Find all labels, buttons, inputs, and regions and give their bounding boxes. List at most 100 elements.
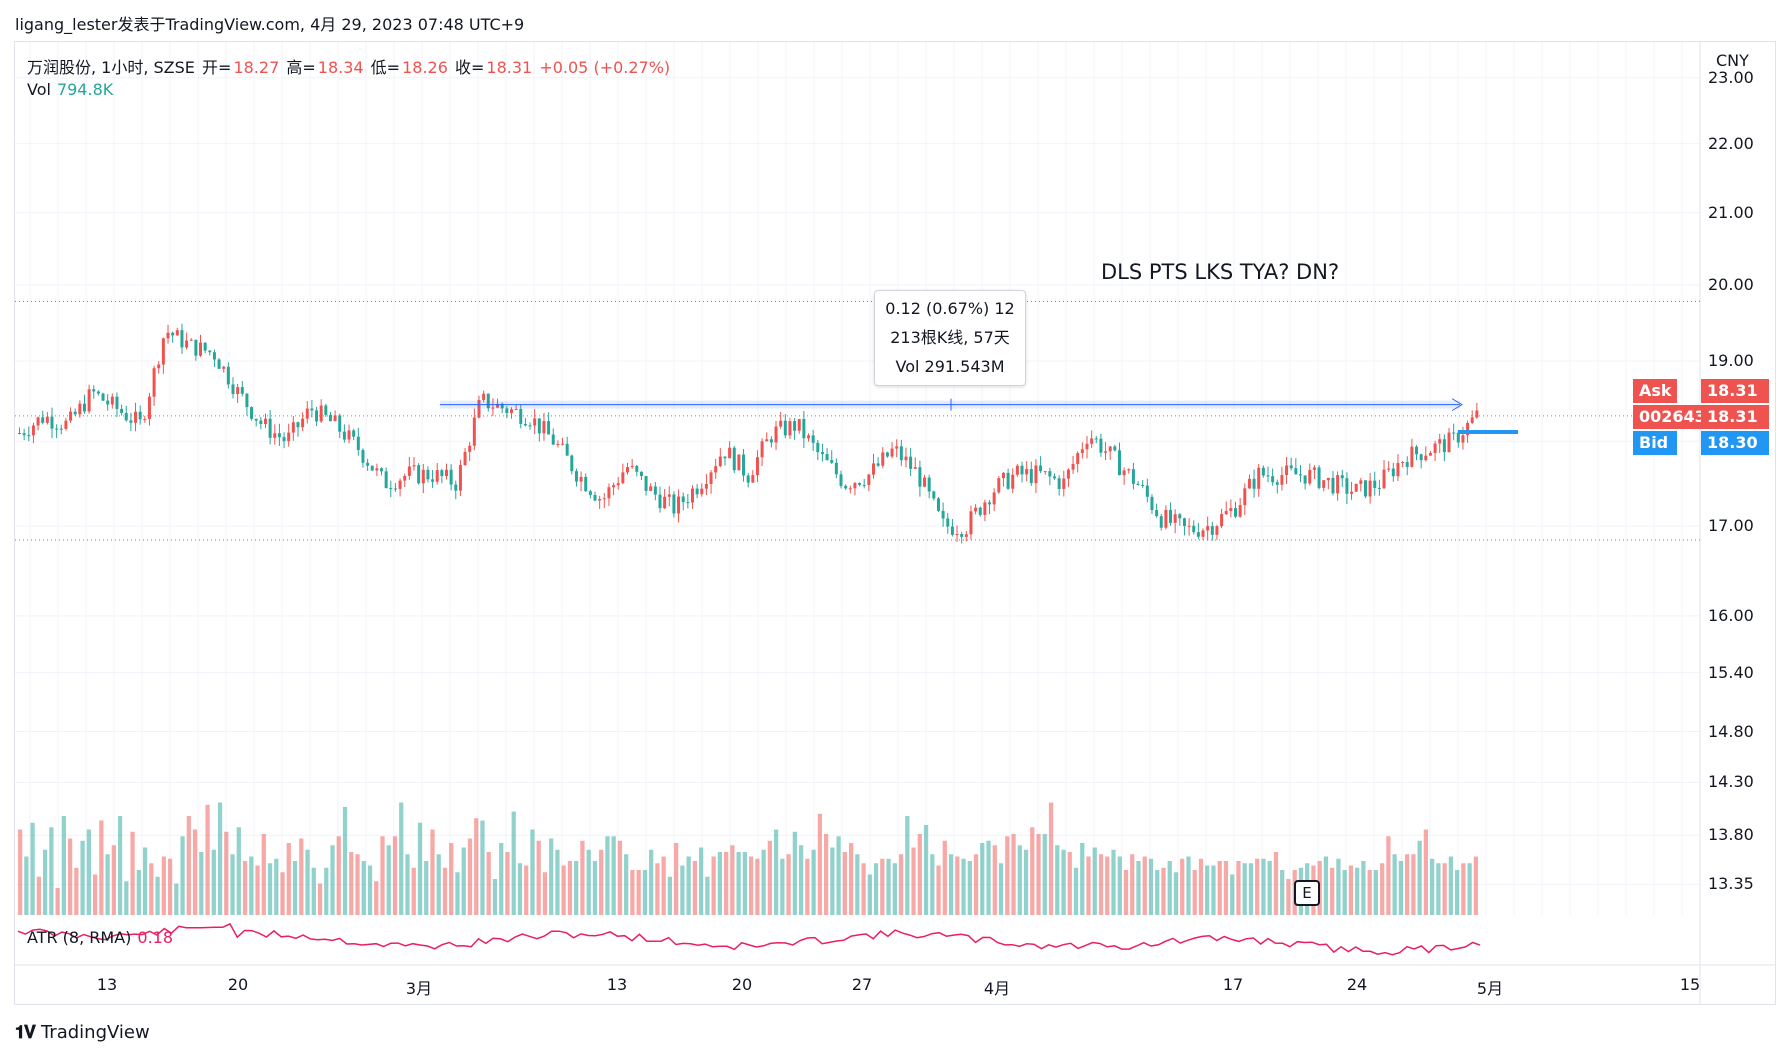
time-tick-label: 15 [1679,975,1701,994]
volume-bar [1355,867,1360,915]
volume-bar [649,849,654,915]
candle-body [407,466,411,476]
price-tick-label: 13.35 [1708,874,1754,894]
volume-label[interactable]: Vol [27,80,51,99]
candle-body [1025,469,1029,475]
candle-body [681,496,685,503]
volume-bar [1036,834,1041,915]
volume-bar [480,820,485,915]
candle-body [59,428,63,430]
candle-body [871,463,875,475]
volume-bar [1042,834,1047,915]
volume-bar [942,840,947,915]
candle-body [1136,483,1140,486]
candle-body [1452,432,1456,434]
candle-body [129,420,133,423]
candle-body [212,352,216,360]
candle-body [848,488,852,490]
candle-body [1182,518,1186,527]
candle-body [797,419,801,431]
volume-bar [536,840,541,915]
volume-bar [973,854,979,915]
volume-bar [680,865,685,915]
volume-bar [142,847,148,915]
volume-bar [717,852,723,915]
volume-bar [330,845,335,915]
candle-body [96,391,100,394]
candle-body [421,469,425,484]
volume-bar [592,861,598,915]
volume-bar [111,845,116,915]
candle-body [946,518,950,527]
candle-body [700,488,704,495]
candle-body [1141,485,1145,487]
candle-body [1350,491,1354,494]
candle-body [542,421,546,434]
earnings-marker[interactable]: E [1294,880,1320,906]
volume-bar [780,858,785,915]
candle-body [992,492,996,505]
candle-body [431,479,435,482]
volume-bar [230,854,235,915]
candle-body [746,475,750,483]
volume-bar [1286,879,1291,915]
candle-body [686,502,690,504]
candle-body [319,405,323,422]
candle-body [175,330,179,336]
atr-label[interactable]: ATR (8, RMA) [27,928,132,947]
candle-body [468,445,472,452]
candle-body [732,447,736,471]
candle-body [328,414,332,422]
volume-bar [898,854,904,915]
volume-bar [842,852,847,915]
symbol-label[interactable]: 万润股份, 1小时, SZSE [27,58,195,77]
candle-body [245,393,249,408]
volume-bar [349,852,354,915]
candle-body [1345,478,1349,494]
price-tick-label: 20.00 [1708,275,1754,294]
volume-bar [86,829,91,915]
volume-bar [1242,863,1247,915]
candle-body [737,454,741,471]
volume-bar [692,861,698,915]
ohlc-legend: 万润股份, 1小时, SZSE 开= 18.27 高= 18.34 低= 18.26 … [27,54,672,78]
volume-bar [1273,852,1279,915]
candle-body [1071,463,1075,470]
candle-body [667,494,671,497]
candle-body [1006,472,1010,489]
candle-body [1285,465,1289,476]
volume-bar [986,840,991,915]
candle-body [523,423,527,426]
candle-body [1117,450,1121,476]
candle-body [672,494,676,514]
price-tick-label: 22.00 [1708,133,1754,153]
chart-frame[interactable] [14,41,1776,1005]
price-tick-label: 19.00 [1708,351,1754,371]
candle-body [370,465,374,471]
text-annotation[interactable]: DLS PTS LKS TYA? DN? [1101,260,1340,284]
candle-body [277,433,281,438]
brand-name: TradingView [40,1022,150,1043]
volume-legend: Vol 794.8K [27,80,113,99]
volume-bar [1248,863,1254,915]
candle-body [825,454,829,461]
candle-body [1466,422,1470,436]
candle-body [1438,439,1442,444]
measure-range-arrow [1451,398,1463,412]
volume-bar [130,831,135,915]
brand-footer[interactable]: 𝟏𝐕 TradingView [15,1022,150,1043]
volume-bar [655,863,660,915]
candle-body [1243,488,1247,506]
volume-bar [749,856,754,915]
candle-body [890,448,894,457]
candle-body [1066,469,1070,479]
candle-body [1062,478,1066,489]
currency-label[interactable]: CNY [1716,51,1749,70]
volume-bar [1173,872,1179,915]
volume-bar [1386,836,1391,915]
candle-body [166,332,170,339]
volume-bar [705,876,710,915]
candle-body [1238,505,1242,517]
low-label: 低= [370,58,401,77]
